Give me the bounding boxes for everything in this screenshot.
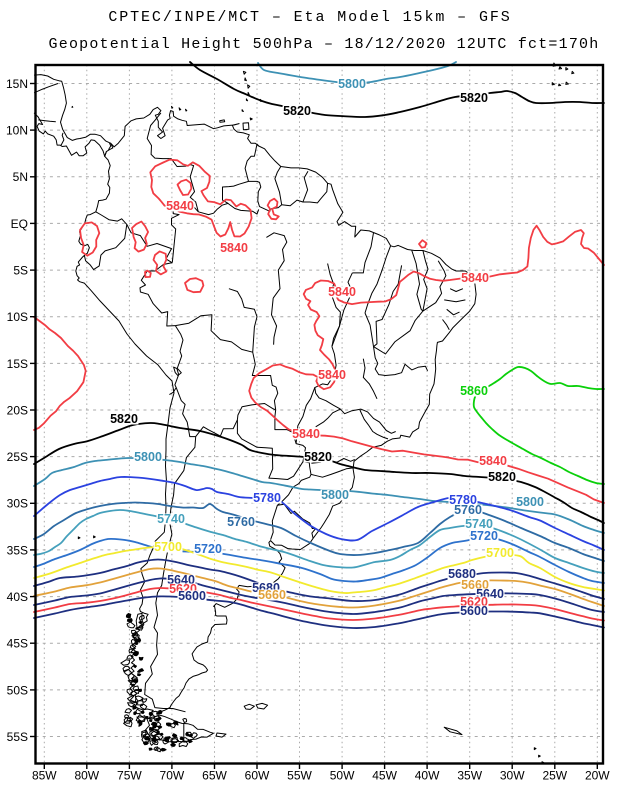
- svg-text:5820: 5820: [488, 470, 516, 484]
- svg-text:75W: 75W: [117, 769, 142, 783]
- svg-text:5840: 5840: [318, 368, 346, 382]
- svg-text:40W: 40W: [415, 769, 440, 783]
- svg-text:20S: 20S: [7, 403, 28, 417]
- svg-text:25W: 25W: [542, 769, 567, 783]
- svg-text:40S: 40S: [7, 590, 28, 604]
- svg-text:5800: 5800: [134, 450, 162, 464]
- svg-text:5N: 5N: [13, 170, 28, 184]
- svg-text:5720: 5720: [194, 542, 222, 556]
- svg-text:50S: 50S: [7, 683, 28, 697]
- svg-text:5820: 5820: [283, 104, 311, 118]
- svg-text:Geopotential Height 500hPa – 1: Geopotential Height 500hPa – 18/12/2020 …: [49, 36, 600, 53]
- svg-text:5600: 5600: [460, 604, 488, 618]
- svg-text:65W: 65W: [202, 769, 227, 783]
- svg-text:5700: 5700: [486, 546, 514, 560]
- svg-text:30S: 30S: [7, 497, 28, 511]
- svg-text:5800: 5800: [516, 495, 544, 509]
- svg-text:5780: 5780: [253, 491, 281, 505]
- svg-text:30W: 30W: [500, 769, 525, 783]
- svg-text:15S: 15S: [7, 357, 28, 371]
- svg-text:80W: 80W: [74, 769, 99, 783]
- svg-text:5840: 5840: [166, 199, 194, 213]
- svg-text:55W: 55W: [287, 769, 312, 783]
- svg-text:45W: 45W: [372, 769, 397, 783]
- svg-text:25S: 25S: [7, 450, 28, 464]
- svg-text:10N: 10N: [6, 124, 28, 138]
- svg-text:5840: 5840: [220, 241, 248, 255]
- svg-text:CPTEC/INPE/MCT – Eta Model 15k: CPTEC/INPE/MCT – Eta Model 15km – GFS: [108, 9, 511, 26]
- svg-text:5800: 5800: [338, 77, 366, 91]
- svg-text:60W: 60W: [245, 769, 270, 783]
- svg-text:5820: 5820: [110, 412, 138, 426]
- svg-text:5600: 5600: [178, 589, 206, 603]
- svg-text:5760: 5760: [454, 503, 482, 517]
- svg-text:5820: 5820: [460, 91, 488, 105]
- svg-text:5720: 5720: [470, 529, 498, 543]
- svg-text:5S: 5S: [13, 264, 28, 278]
- svg-text:5660: 5660: [258, 588, 286, 602]
- svg-text:5800: 5800: [321, 488, 349, 502]
- svg-text:EQ: EQ: [11, 217, 28, 231]
- svg-text:5760: 5760: [227, 515, 255, 529]
- svg-text:15N: 15N: [6, 77, 28, 91]
- svg-text:10S: 10S: [7, 310, 28, 324]
- svg-text:35S: 35S: [7, 543, 28, 557]
- svg-text:5680: 5680: [448, 567, 476, 581]
- svg-text:20W: 20W: [585, 769, 610, 783]
- svg-text:5740: 5740: [465, 517, 493, 531]
- svg-text:5840: 5840: [292, 427, 320, 441]
- svg-text:5860: 5860: [460, 384, 488, 398]
- svg-text:5740: 5740: [157, 512, 185, 526]
- svg-text:85W: 85W: [32, 769, 57, 783]
- svg-text:5780: 5780: [449, 493, 477, 507]
- svg-text:5840: 5840: [328, 285, 356, 299]
- svg-text:50W: 50W: [330, 769, 355, 783]
- svg-text:55S: 55S: [7, 730, 28, 744]
- svg-text:70W: 70W: [160, 769, 185, 783]
- svg-text:5820: 5820: [304, 450, 332, 464]
- svg-text:5840: 5840: [479, 454, 507, 468]
- svg-text:5840: 5840: [461, 271, 489, 285]
- svg-text:35W: 35W: [457, 769, 482, 783]
- svg-text:5700: 5700: [154, 540, 182, 554]
- svg-text:45S: 45S: [7, 637, 28, 651]
